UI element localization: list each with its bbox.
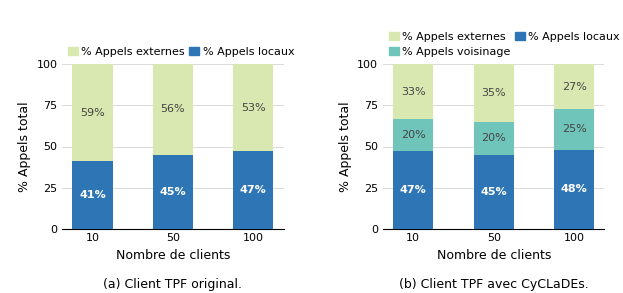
Bar [393,64,434,119]
Bar [473,122,514,155]
Bar [72,64,113,161]
Text: 25%: 25% [562,124,586,134]
Text: 33%: 33% [401,86,426,96]
Text: 41%: 41% [79,190,106,200]
Y-axis label: % Appels total: % Appels total [339,101,351,192]
Bar [393,119,434,151]
Text: 47%: 47% [240,185,267,195]
Text: 47%: 47% [400,185,427,195]
X-axis label: Nombre de clients: Nombre de clients [116,249,230,262]
Bar [233,64,273,151]
Bar [554,64,594,109]
Text: (a) Client TPF original.: (a) Client TPF original. [103,278,242,291]
Text: (b) Client TPF avec CyCLaDEs.: (b) Client TPF avec CyCLaDEs. [399,278,589,291]
Bar [233,151,273,229]
Text: 59%: 59% [80,108,105,118]
Bar [393,151,434,229]
Bar [473,64,514,122]
Text: 45%: 45% [159,187,186,197]
Text: 56%: 56% [161,104,185,114]
Text: 53%: 53% [241,103,265,113]
X-axis label: Nombre de clients: Nombre de clients [437,249,551,262]
Bar [153,155,193,229]
Legend: % Appels externes, % Appels voisinage, % Appels locaux: % Appels externes, % Appels voisinage, %… [389,32,620,57]
Bar [554,150,594,229]
Text: 20%: 20% [482,133,506,143]
Y-axis label: % Appels total: % Appels total [18,101,31,192]
Text: 45%: 45% [480,187,507,197]
Text: 35%: 35% [482,88,506,98]
Bar [72,161,113,229]
Legend: % Appels externes, % Appels locaux: % Appels externes, % Appels locaux [68,47,294,57]
Bar [473,155,514,229]
Text: 27%: 27% [562,82,587,92]
Bar [554,109,594,150]
Text: 48%: 48% [561,184,587,194]
Text: 20%: 20% [401,130,426,140]
Bar [153,63,193,155]
